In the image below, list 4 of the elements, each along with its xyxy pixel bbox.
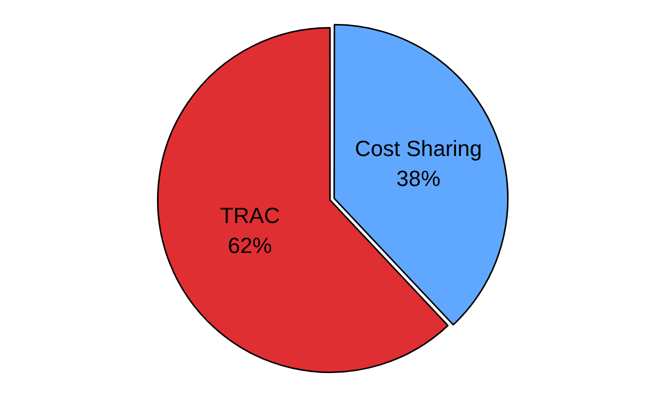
- data-label: 62%: [228, 232, 272, 258]
- slice-label: Cost Sharing: [354, 136, 482, 162]
- slice-label: TRAC: [220, 202, 280, 228]
- data-label: 38%: [396, 166, 440, 192]
